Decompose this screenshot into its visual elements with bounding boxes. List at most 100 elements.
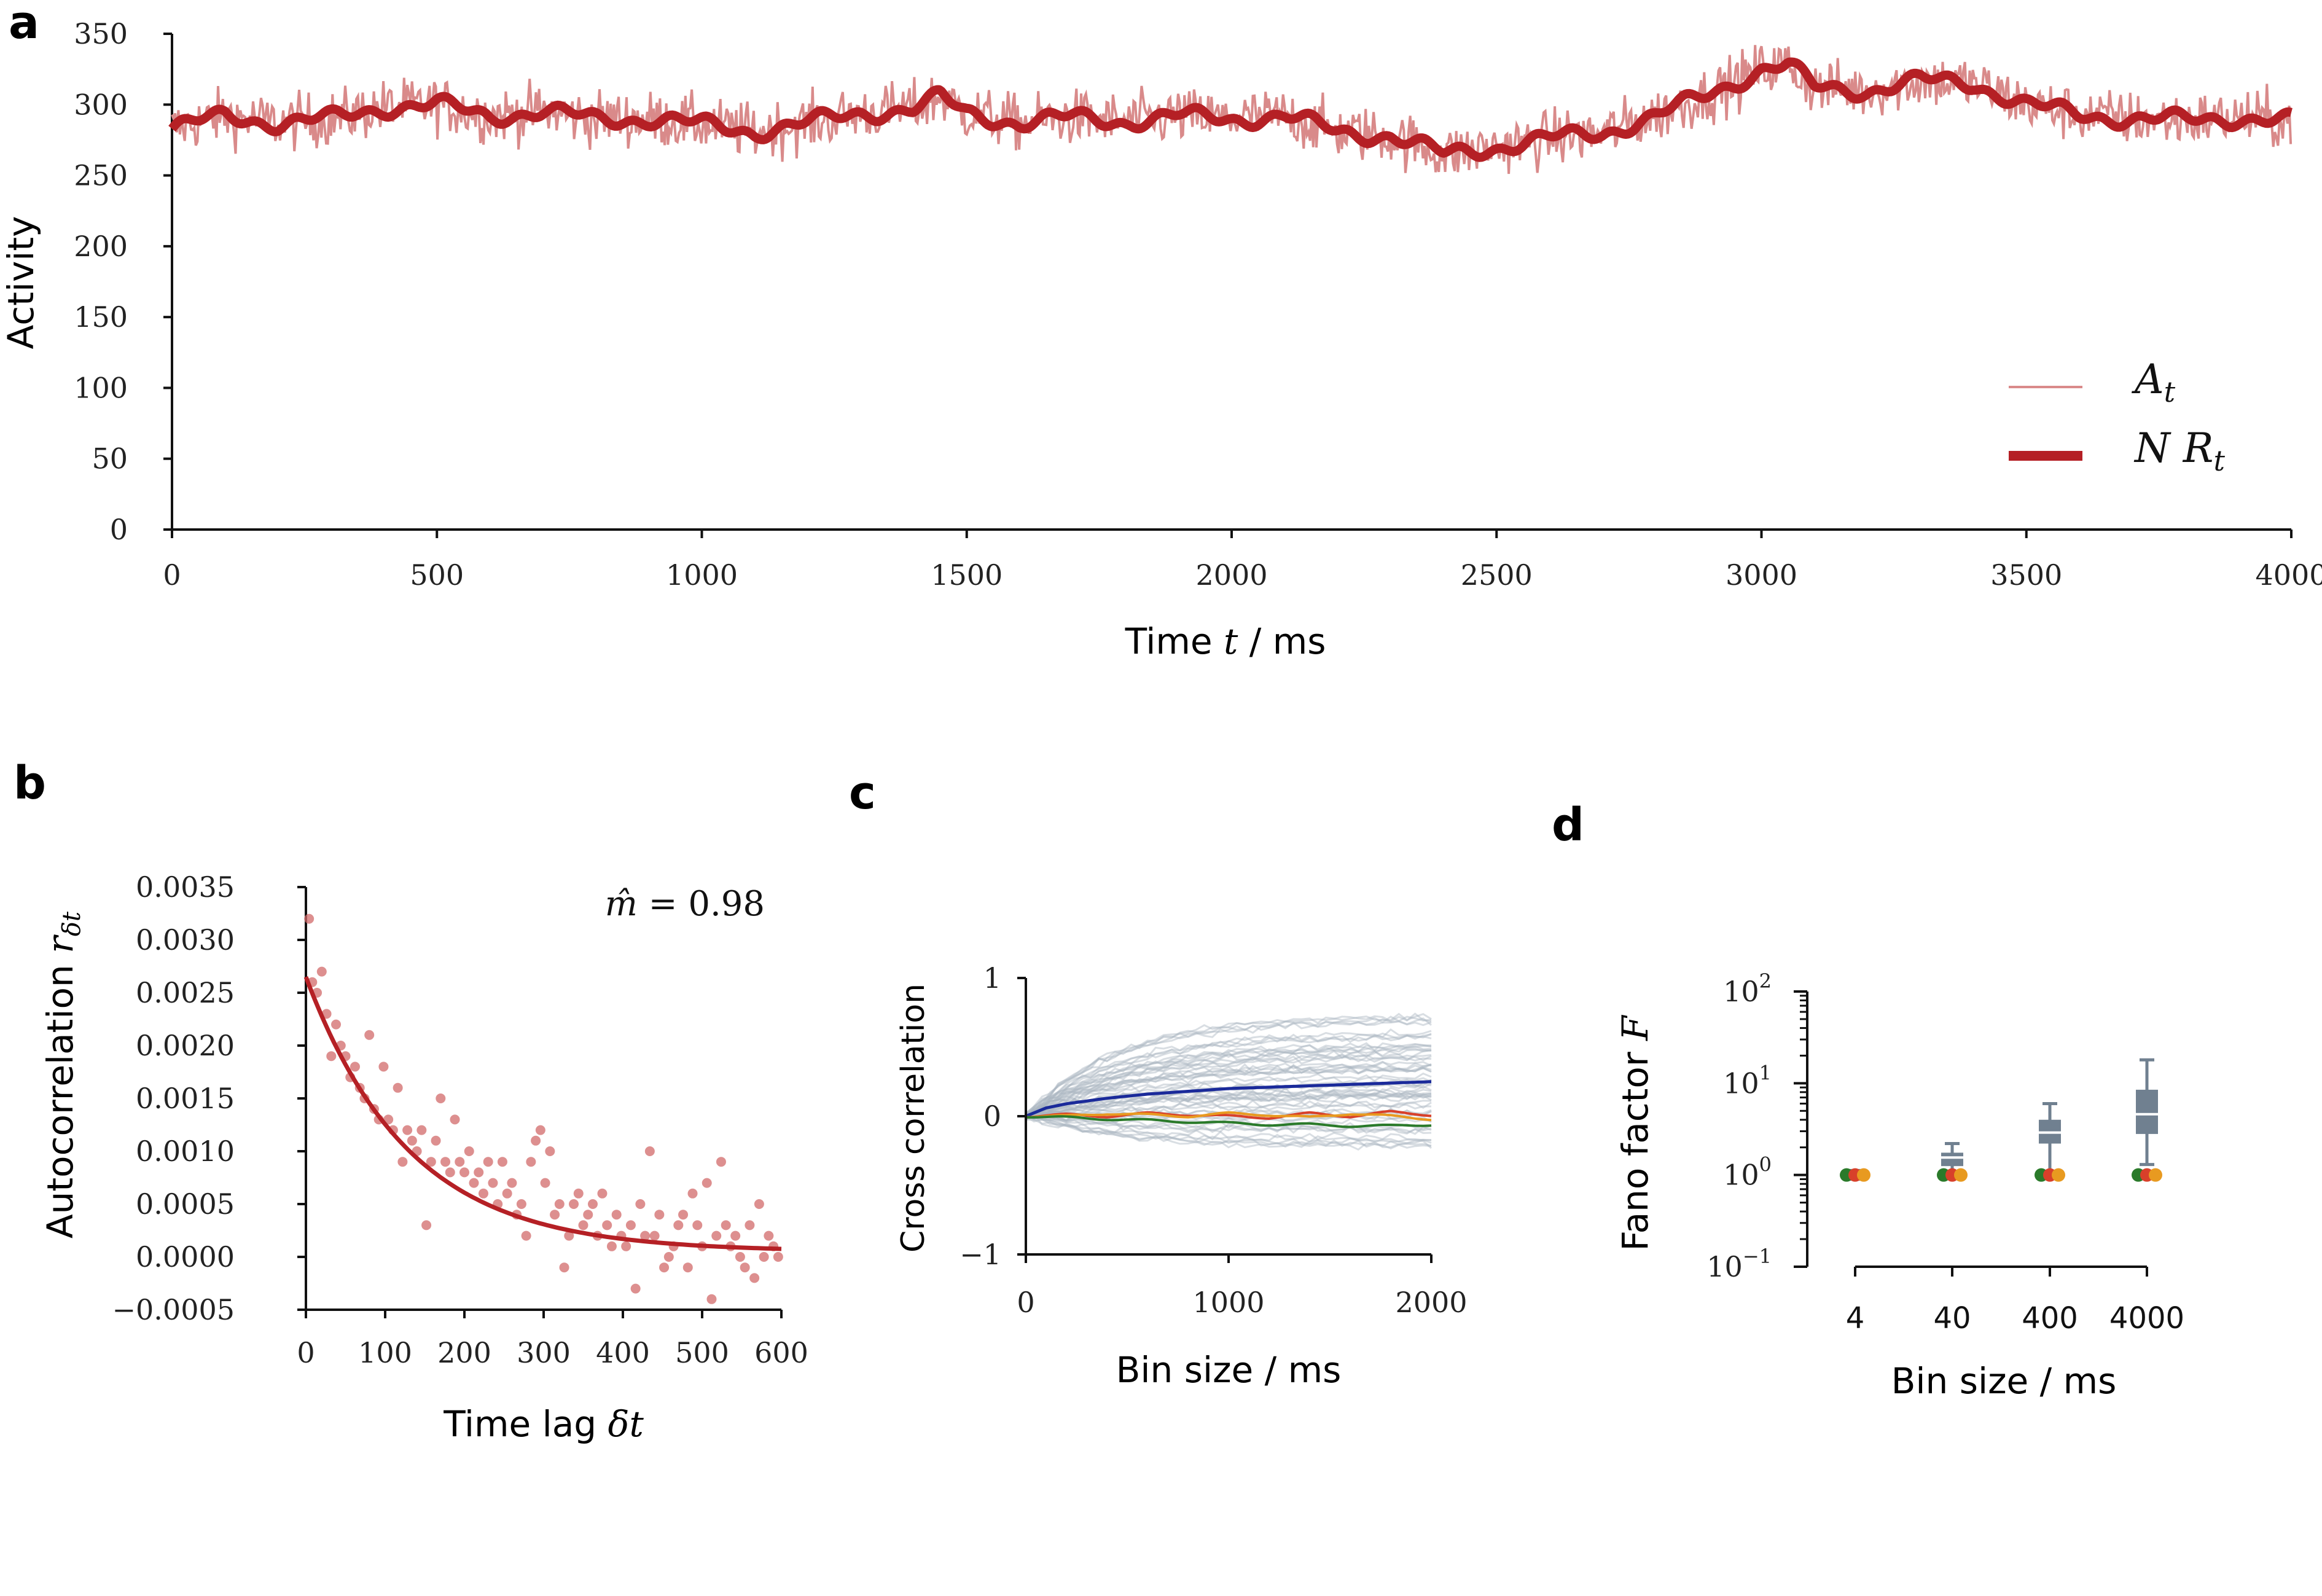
panel-d-dot-orange [1954,1168,1968,1182]
panel-b-ylabel: Autocorrelation rδt [39,911,86,1238]
panel-b-data-point [759,1252,769,1262]
panel-b-data-point [459,1167,469,1178]
panel-c-xlabel: Bin size / ms [1116,1349,1342,1391]
panel-a-ytick-label: 250 [74,159,128,192]
panel-c-ytick-label: 1 [983,961,1001,995]
panel-a-ytick-label: 350 [74,17,128,50]
panel-d-ytick-label: 102 [1723,969,1772,1008]
panel-d-xtick-label: 400 [2022,1301,2078,1336]
panel-b-data-point [450,1114,460,1125]
panel-c-gray-trace [1025,1072,1432,1116]
panel-c-gray-trace [1025,1115,1432,1135]
panel-a-ylabel: Activity [0,216,42,350]
panel-b-data-point [488,1178,498,1188]
panel-c-gray-trace [1025,1076,1432,1117]
panel-b-data-point [407,1135,417,1146]
panel-b-data-point [682,1262,693,1273]
panel-a-series-at [171,45,2293,174]
panel-c-gray-trace [1025,1061,1432,1117]
panel-c-gray-trace [1025,1028,1432,1117]
panel-b-data-point [702,1178,712,1188]
panel-b-data-point [483,1157,493,1167]
panel-c-xtick-label: 2000 [1395,1286,1467,1319]
panel-b-ytick-label: 0.0035 [136,870,235,904]
panel-b-xtick-label: 600 [754,1336,808,1369]
panel-b-data-point [469,1178,479,1188]
panel-a-ytick-label: 300 [74,88,128,121]
panel-b-ytick-label: 0.0010 [136,1135,235,1168]
panel-b-data-point [749,1273,760,1283]
panel-d-xlabel: Bin size / ms [1891,1360,2117,1402]
panel-b-data-point [569,1199,579,1209]
panel-d-box [2136,1089,2158,1134]
panel-c-gray-trace [1025,1054,1432,1114]
panel-c-cross-correlation-chart: 0 1000 2000 −1 0 1 Bin size / ms Cross correl… [895,961,1468,1391]
panel-c-gray-trace [1025,1111,1432,1135]
panel-b-ytick-label: 0.0000 [136,1240,235,1273]
panel-d-dot-orange [2149,1168,2162,1182]
panel-c-gray-trace [1025,1044,1432,1116]
panel-c-gray-trace [1025,1115,1432,1130]
panel-c-gray-trace [1025,1060,1432,1120]
panel-c-gray-trace [1025,1032,1432,1116]
panel-b-data-point [497,1157,507,1167]
panel-b-data-point [630,1283,641,1294]
panel-b-xtick-label: 300 [517,1336,571,1369]
panel-a-xtick-label: 3500 [1990,558,2062,592]
panel-b-data-point [478,1188,488,1199]
panel-d-ytick-label: 100 [1723,1153,1772,1192]
panel-b-autocorrelation-chart: 0 100 200 300 400 500 600 −0.0005 0.0000 0.0005 0.… [39,870,808,1445]
panel-b-data-point [654,1210,665,1220]
panel-b-data-point [464,1146,474,1156]
panel-a-ytick-label: 50 [92,442,128,475]
panel-b-data-point [583,1210,593,1220]
panel-b-data-point [455,1157,465,1167]
panel-b-ytick-label: 0.0030 [136,923,235,956]
panel-b-data-point [644,1146,655,1156]
panel-c-gray-trace [1025,1116,1432,1148]
panel-b-data-point [606,1241,617,1251]
panel-c-gray-trace [1025,1012,1432,1119]
panel-d-xtick-label: 4 [1846,1301,1865,1336]
panel-b-data-point [554,1199,565,1209]
panel-c-gray-trace [1025,1044,1432,1117]
panel-b-data-point [326,1051,337,1062]
panel-b-data-point [730,1230,741,1241]
panel-d-xtick-label: 40 [1933,1301,1971,1336]
panel-a-legend: At N Rt [2009,356,2225,477]
panel-b-data-point [316,966,327,977]
panel-b-data-point [350,1062,360,1072]
panel-b-data-point [773,1252,783,1262]
panel-c-gray-trace [1025,1101,1432,1117]
panel-a-xlabel: Time t / ms [1125,620,1326,662]
panel-c-gray-trace [1025,1020,1432,1120]
panel-c-gray-trace [1025,1116,1432,1146]
panel-b-data-point [416,1125,427,1135]
panel-c-gray-trace [1025,1116,1432,1143]
panel-c-gray-trace [1025,1067,1432,1116]
panel-c-gray-trace [1025,1113,1432,1151]
panel-c-xtick-label: 0 [1017,1286,1034,1319]
panel-b-ytick-label: 0.0005 [136,1187,235,1221]
panel-b-data-point [402,1125,413,1135]
panel-b-data-point [550,1210,560,1220]
panel-a-ytick-label: 100 [74,371,128,404]
panel-c-gray-trace [1025,1118,1432,1141]
panel-c-gray-trace [1025,1054,1432,1117]
panel-b-ytick-label: 0.0015 [136,1082,235,1115]
panel-b-data-point [436,1093,446,1103]
panel-b-data-point [659,1262,670,1273]
panel-b-data-point [440,1157,451,1167]
panel-label-d: d [1552,799,1584,851]
panel-a-ytick-label: 200 [74,230,128,263]
panel-d-ytick-label: 101 [1723,1061,1772,1100]
panel-c-gray-trace [1025,1090,1432,1119]
panel-b-data-point [678,1210,689,1220]
panel-b-data-point [426,1157,436,1167]
panel-b-annotation: m̂ = 0.98 [605,884,765,924]
panel-b-data-point [545,1146,555,1156]
panel-c-ylabel: Cross correlation [895,984,932,1253]
panel-b-data-point [663,1252,674,1262]
panel-c-gray-trace [1025,1093,1432,1119]
panel-b-data-point [516,1199,526,1209]
